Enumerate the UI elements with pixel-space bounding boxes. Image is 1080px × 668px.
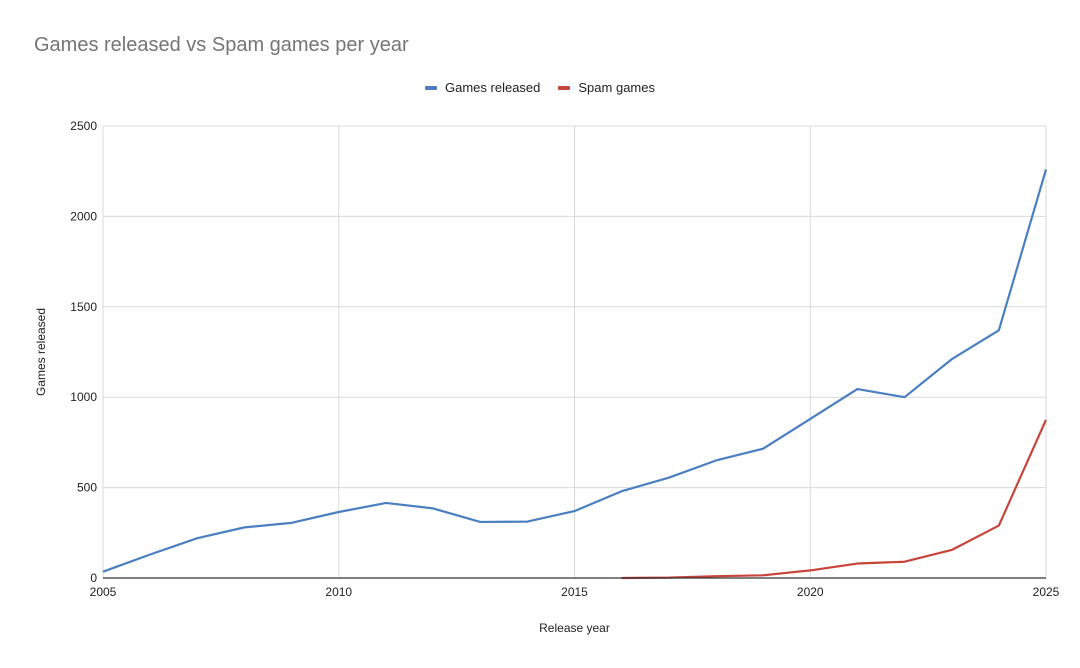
series-lines bbox=[102, 169, 1048, 580]
x-axis-label: Release year bbox=[539, 621, 610, 635]
x-tick-label: 2015 bbox=[561, 585, 588, 599]
x-tick-label: 2005 bbox=[90, 585, 117, 599]
y-axis-ticks: 0 500 1000 1500 2000 2500 bbox=[70, 119, 97, 585]
y-tick-label: 0 bbox=[90, 571, 97, 585]
legend: Games released Spam games bbox=[0, 80, 1080, 95]
y-tick-label: 500 bbox=[77, 481, 97, 495]
y-axis-label: Games released bbox=[34, 308, 48, 396]
legend-item-spam-games[interactable]: Spam games bbox=[558, 80, 655, 95]
x-axis-ticks: 2005 2010 2015 2020 2025 bbox=[90, 585, 1060, 599]
y-tick-label: 1500 bbox=[70, 300, 97, 314]
x-tick-label: 2025 bbox=[1033, 585, 1060, 599]
gridlines bbox=[102, 125, 1047, 578]
legend-label-spam-games: Spam games bbox=[578, 80, 655, 95]
legend-swatch-spam-games bbox=[558, 85, 571, 90]
y-tick-label: 2000 bbox=[70, 209, 97, 223]
y-tick-label: 2500 bbox=[70, 119, 97, 133]
y-tick-label: 1000 bbox=[70, 390, 97, 404]
x-tick-label: 2020 bbox=[797, 585, 824, 599]
chart-title: Games released vs Spam games per year bbox=[34, 34, 409, 56]
legend-item-games-released[interactable]: Games released bbox=[425, 80, 540, 95]
series-line-spam-games[interactable] bbox=[621, 419, 1048, 580]
x-tick-label: 2010 bbox=[325, 585, 352, 599]
legend-label-games-released: Games released bbox=[445, 80, 541, 95]
legend-swatch-games-released bbox=[425, 85, 437, 90]
